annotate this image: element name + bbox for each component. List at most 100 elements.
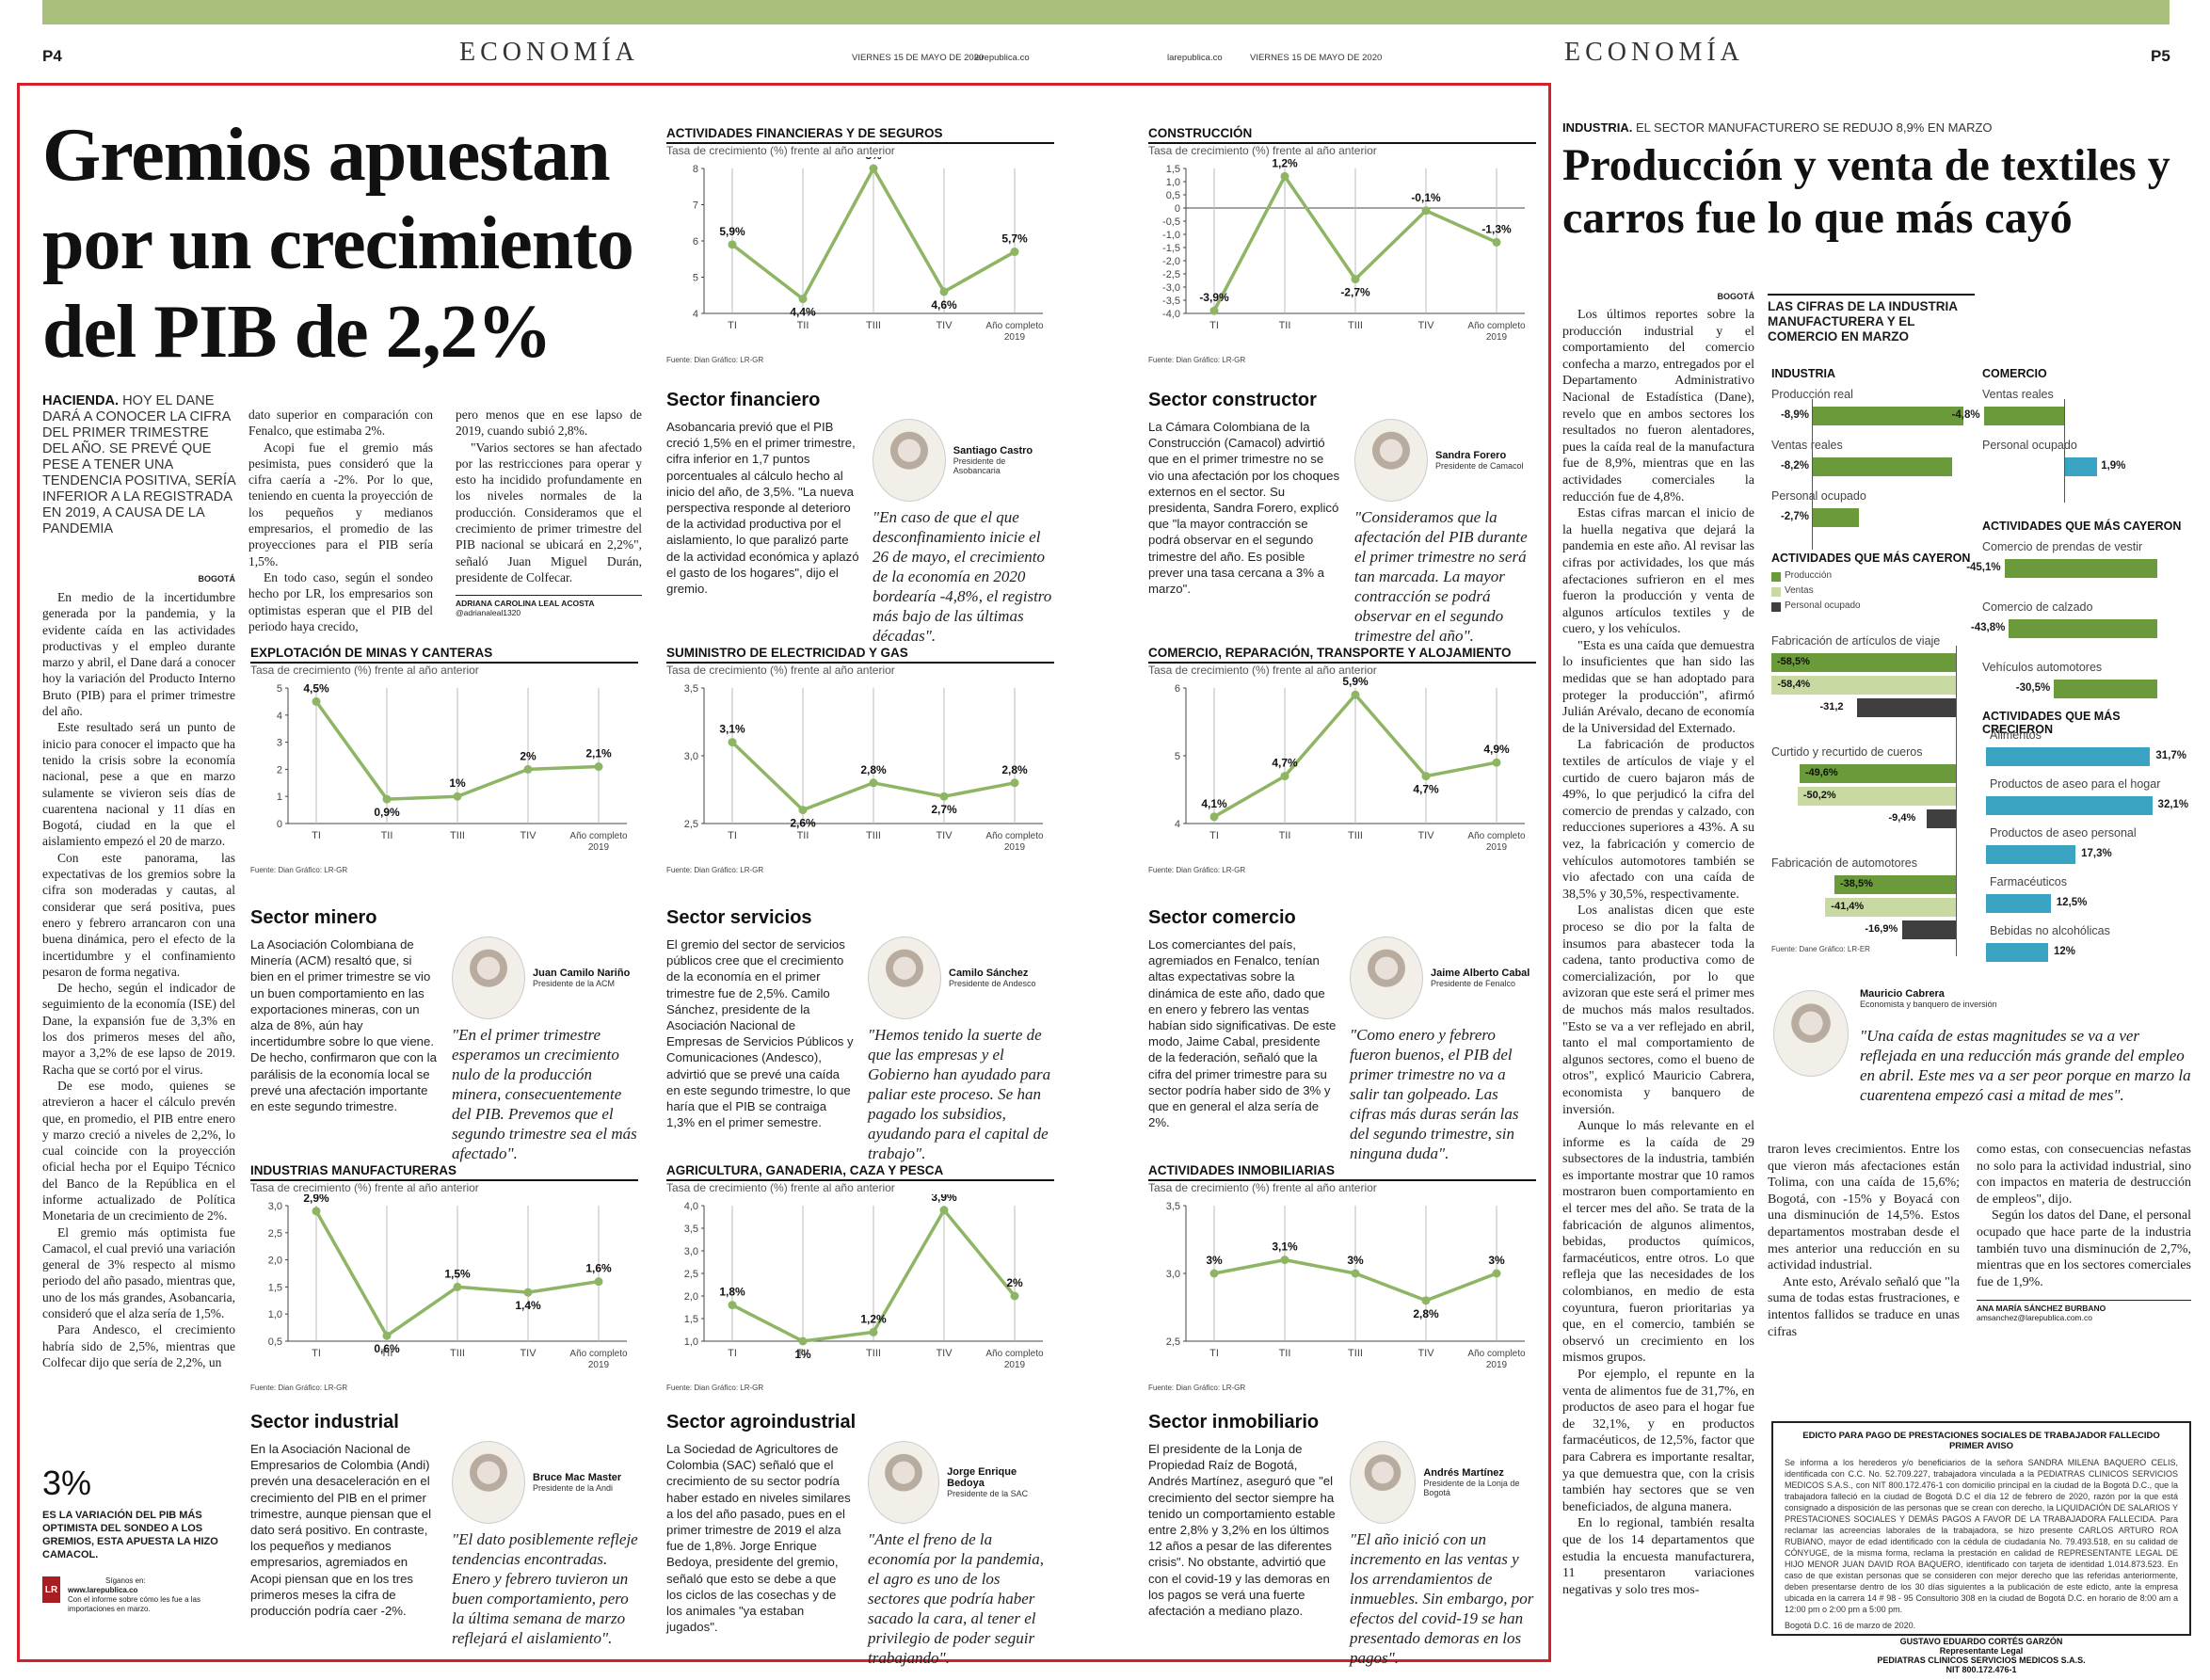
y-tick-label: 2,5 bbox=[684, 819, 698, 830]
person-name: Camilo Sánchez bbox=[949, 968, 1029, 979]
y-tick-label: -2,5 bbox=[1162, 269, 1180, 280]
bar-label: Productos de aseo personal bbox=[1990, 826, 2137, 840]
byline-name: ANA MARÍA SÁNCHEZ BURBANO bbox=[1977, 1304, 2106, 1314]
legend-swatch bbox=[1771, 572, 1781, 582]
bar bbox=[1813, 457, 1952, 476]
paragraph: En lo regional, también resalta que de l… bbox=[1562, 1516, 1754, 1597]
sector-title: Sector industrial bbox=[250, 1412, 399, 1432]
sector-quote: "Como enero y febrero fueron buenos, el … bbox=[1350, 1026, 1519, 1162]
data-point bbox=[1280, 171, 1289, 181]
chart-agricultura: AGRICULTURA, GANADERIA, CAZA Y PESCA Tasa… bbox=[666, 1163, 1054, 1397]
legend-swatch bbox=[1771, 602, 1781, 612]
bar bbox=[1799, 764, 1956, 783]
x-tick-label: TII bbox=[797, 320, 809, 331]
follow-site[interactable]: www.larepublica.co bbox=[68, 1586, 138, 1594]
chart-source: Fuente: Dian Gráfico: LR-GR bbox=[250, 866, 348, 874]
x-tick-label: Año completo 2019 bbox=[569, 1349, 628, 1370]
data-point bbox=[798, 806, 808, 815]
y-tick-label: 1,0 bbox=[684, 1336, 698, 1348]
data-point bbox=[523, 764, 533, 774]
bar-label: Alimentos bbox=[1990, 728, 2042, 742]
y-tick-label: 4,0 bbox=[684, 1201, 698, 1212]
bar bbox=[2004, 559, 2157, 578]
y-tick-label: 4 bbox=[1175, 819, 1180, 830]
sector-title: Sector inmobiliario bbox=[1148, 1412, 1320, 1432]
line-chart: 3,0 2,5 2,0 1,5 1,0 0,5 2,9% TI 0,6%TII 1,5% TIII 1… bbox=[268, 1192, 628, 1370]
bar-value: -41,4% bbox=[1831, 901, 1865, 912]
chart-source: Fuente: Dian Gráfico: LR-GR bbox=[666, 866, 764, 874]
person-name: Bruce Mac Master bbox=[533, 1472, 622, 1483]
chart-subtitle: Tasa de crecimiento (%) frente al año an… bbox=[250, 664, 479, 677]
y-tick-label: 3,0 bbox=[268, 1201, 282, 1212]
x-tick-label: TII bbox=[1279, 320, 1291, 331]
article-col-3: pero menos que en ese lapso de 2019, cua… bbox=[456, 407, 642, 617]
x-tick-label: Año completo 2019 bbox=[1467, 831, 1526, 853]
data-label: 0,6% bbox=[374, 1342, 400, 1355]
sector-body: El gremio del sector de servicios públic… bbox=[666, 937, 854, 1130]
bar-label: Ventas reales bbox=[1771, 439, 1843, 452]
signatory-name: GUSTAVO EDUARDO CORTÉS GARZÓN bbox=[1899, 1637, 2063, 1646]
legend-label: Producción bbox=[1785, 570, 1833, 581]
bar bbox=[1857, 698, 1956, 717]
data-point bbox=[1280, 772, 1289, 781]
data-label: 5,7% bbox=[1001, 232, 1028, 246]
data-label: 2,1% bbox=[585, 747, 612, 760]
data-point bbox=[869, 778, 878, 788]
site-right: larepublica.co bbox=[1167, 53, 1223, 63]
data-point bbox=[728, 1301, 737, 1310]
bar-label: Curtido y recurtido de cueros bbox=[1771, 745, 1923, 759]
bar-value: -4,8% bbox=[1951, 409, 1980, 421]
data-point bbox=[1209, 306, 1219, 315]
sector-body: La Asociación Colombiana de Minería (ACM… bbox=[250, 937, 437, 1114]
follow-note: Con el informe sobre cómo les fue a las … bbox=[68, 1595, 200, 1613]
data-label: 3% bbox=[1206, 1254, 1223, 1267]
bar bbox=[1986, 796, 2153, 815]
paragraph: Para Andesco, el crecimiento habría sido… bbox=[42, 1322, 235, 1369]
data-label: 4,1% bbox=[1201, 797, 1227, 810]
y-tick-label: 1,5 bbox=[1166, 164, 1180, 175]
chart-title: AGRICULTURA, GANADERIA, CAZA Y PESCA bbox=[666, 1163, 1054, 1181]
line-chart: 5 4 3 2 1 0 4,5% TI 0,9% TII 1% TIII 2% TIV 2,1% Año co… bbox=[277, 681, 628, 853]
person-role: Presidente de la Andi bbox=[533, 1483, 614, 1493]
bar-label: Vehículos automotores bbox=[1982, 661, 2103, 674]
kicker-label: INDUSTRIA. bbox=[1562, 120, 1633, 135]
person-name: Jorge Enrique Bedoya bbox=[947, 1466, 1017, 1489]
bar bbox=[1825, 898, 1956, 917]
x-tick-label: TIV bbox=[1417, 830, 1434, 841]
data-label: 2,6% bbox=[790, 817, 816, 830]
data-point bbox=[869, 1327, 878, 1336]
chart-source: Fuente: Dian Gráfico: LR-GR bbox=[1148, 1384, 1246, 1392]
sector-quote: "Consideramos que la afectación del PIB … bbox=[1354, 508, 1528, 645]
y-tick-label: -1,0 bbox=[1162, 230, 1180, 241]
lead-text: HOY EL DANE DARÁ A CONOCER LA CIFRA DEL … bbox=[42, 393, 235, 536]
data-point bbox=[1280, 1256, 1289, 1265]
byline-name: ADRIANA CAROLINA LEAL ACOSTA bbox=[456, 599, 595, 609]
y-tick-label: 0,5 bbox=[268, 1336, 282, 1348]
chart-subtitle: Tasa de crecimiento (%) frente al año an… bbox=[666, 1181, 895, 1194]
edict-title: EDICTO PARA PAGO DE PRESTACIONES SOCIALE… bbox=[1802, 1431, 2160, 1451]
legend-swatch bbox=[1771, 587, 1781, 597]
data-label: 1,5% bbox=[444, 1267, 471, 1280]
x-tick-label: TII bbox=[381, 1348, 393, 1359]
edict-signature: GUSTAVO EDUARDO CORTÉS GARZÓN Representa… bbox=[1785, 1637, 2178, 1674]
sector-body: La Cámara Colombiana de la Construcción … bbox=[1148, 420, 1340, 597]
pull-quote: Mauricio Cabrera Economista y banquero d… bbox=[1773, 988, 2191, 1129]
person-role: Presidente de Andesco bbox=[949, 979, 1036, 988]
bar-value: -38,5% bbox=[1840, 878, 1873, 889]
chart-subtitle: Tasa de crecimiento (%) frente al año an… bbox=[1148, 664, 1377, 677]
bar-label: Personal ocupado bbox=[1982, 439, 2077, 452]
x-tick-label: TIV bbox=[936, 830, 953, 841]
chart-source: Fuente: Dian Gráfico: LR-GR bbox=[666, 1384, 764, 1392]
zero-axis bbox=[1812, 399, 1813, 550]
bar-label: Fabricación de artículos de viaje bbox=[1771, 634, 1941, 648]
bar bbox=[1797, 787, 1956, 806]
data-point bbox=[1351, 1269, 1360, 1278]
x-tick-label: TII bbox=[797, 830, 809, 841]
chart-industrias: INDUSTRIAS MANUFACTURERAS Tasa de crecimi… bbox=[250, 1163, 638, 1397]
data-point bbox=[728, 738, 737, 747]
date-right: VIERNES 15 DE MAYO DE 2020 bbox=[1250, 53, 1383, 63]
x-tick-label: TIII bbox=[866, 1348, 881, 1359]
bar-value: 17,3% bbox=[2081, 848, 2112, 859]
big-stat: 3% bbox=[42, 1464, 92, 1502]
data-label: 2,9% bbox=[303, 1194, 329, 1205]
